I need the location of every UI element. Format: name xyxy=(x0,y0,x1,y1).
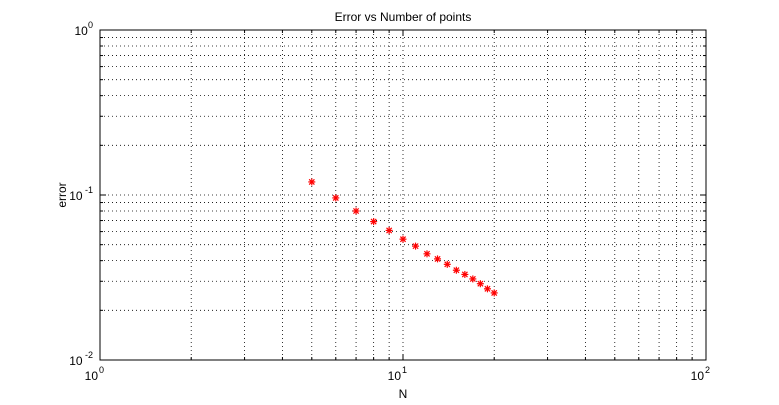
data-point xyxy=(443,260,451,268)
x-tick-exponent: 0 xyxy=(99,365,104,375)
y-tick-exponent: -1 xyxy=(85,185,93,195)
data-point xyxy=(461,270,469,278)
y-tick-label: 10 xyxy=(74,24,88,38)
data-point xyxy=(399,235,407,243)
x-tick-labels: 10 0 10 1 10 2 xyxy=(85,365,710,383)
data-point xyxy=(332,194,340,202)
data-point xyxy=(370,218,378,226)
x-tick-label: 10 xyxy=(691,369,705,383)
data-point xyxy=(434,255,442,263)
data-point xyxy=(352,207,360,215)
x-tick-exponent: 2 xyxy=(705,365,710,375)
chart-title: Error vs Number of points xyxy=(335,10,472,24)
grid-lines xyxy=(100,30,706,360)
axis-ticks xyxy=(99,30,706,361)
data-point xyxy=(483,285,491,293)
data-point xyxy=(469,275,477,283)
y-tick-exponent: 0 xyxy=(88,20,93,30)
data-point xyxy=(490,289,498,297)
x-tick-label: 10 xyxy=(388,369,402,383)
data-point xyxy=(476,280,484,288)
x-tick-label: 10 xyxy=(85,369,99,383)
y-axis-label: error xyxy=(55,182,69,207)
data-point xyxy=(452,266,460,274)
data-point xyxy=(423,250,431,258)
y-tick-label: 10 xyxy=(69,189,83,203)
data-point xyxy=(412,242,420,250)
x-axis-label: N xyxy=(399,387,408,401)
y-tick-exponent: -2 xyxy=(85,350,93,360)
data-points xyxy=(308,178,498,297)
data-point xyxy=(308,178,316,186)
x-tick-exponent: 1 xyxy=(402,365,407,375)
y-tick-label: 10 xyxy=(69,354,83,368)
data-point xyxy=(385,226,393,234)
